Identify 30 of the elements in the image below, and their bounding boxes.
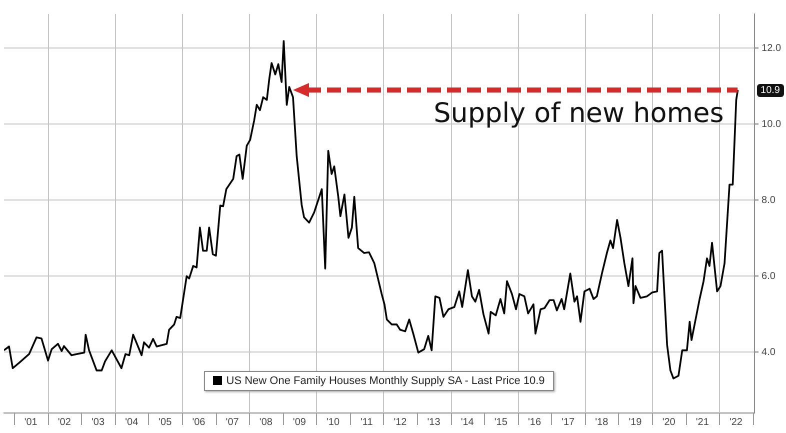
y-tick-label: 12.0 (762, 42, 782, 54)
x-tick-label: '06 (192, 416, 206, 428)
x-tick-label: '01 (24, 416, 38, 428)
x-tick-label: '11 (360, 416, 374, 428)
x-tick-label: '13 (427, 416, 441, 428)
x-tick-label: '04 (125, 416, 139, 428)
legend-label: US New One Family Houses Monthly Supply SA - Last Price 10.9 (226, 375, 545, 387)
x-tick-label: '05 (158, 416, 172, 428)
x-tick-label: '15 (494, 416, 508, 428)
x-tick-label: '16 (528, 416, 542, 428)
x-tick-label: '08 (259, 416, 273, 428)
annotation: 10.9 (756, 84, 784, 96)
y-tick-label: 10.0 (762, 118, 782, 130)
x-tick-label: '17 (562, 416, 576, 428)
x-tick-label: '03 (91, 416, 105, 428)
x-tick-label: '07 (226, 416, 240, 428)
y-tick-label: 6.0 (762, 270, 776, 282)
x-tick-label: '10 (326, 416, 340, 428)
y-tick-label: 8.0 (762, 194, 776, 206)
y-tick-label: 4.0 (762, 346, 776, 358)
x-tick-label: '22 (729, 416, 743, 428)
x-tick-label: '09 (292, 416, 306, 428)
annotation: Supply of new homes (432, 98, 725, 129)
x-tick-label: '21 (696, 416, 710, 428)
x-tick-label: '19 (628, 416, 642, 428)
x-tick-label: '14 (460, 416, 474, 428)
x-tick-label: '12 (394, 416, 408, 428)
x-tick-label: '20 (662, 416, 676, 428)
x-tick-label: '02 (58, 416, 72, 428)
x-tick-label: '18 (595, 416, 609, 428)
